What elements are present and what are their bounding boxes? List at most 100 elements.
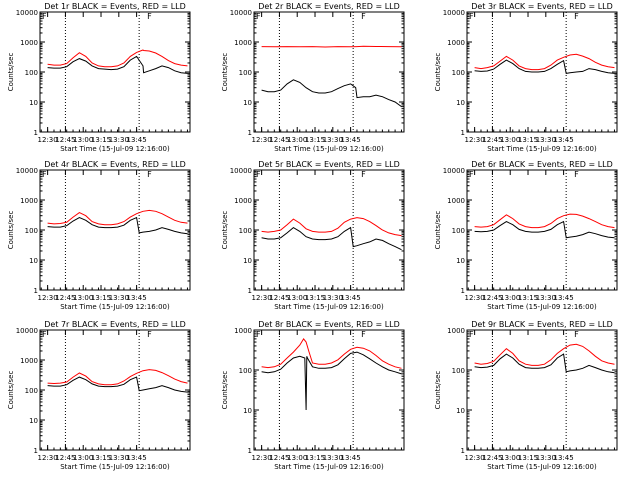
x-axis-label: Start Time (15-Jul-09 12:16:00) bbox=[60, 145, 170, 153]
y-tick-label: 10 bbox=[243, 257, 252, 265]
x-tick-label: 12:45 bbox=[55, 294, 75, 302]
y-tick-label: 10 bbox=[456, 257, 465, 265]
y-axis-label: Counts/sec bbox=[434, 53, 442, 92]
x-tick-label: 12:30 bbox=[252, 454, 272, 462]
flare-marker-start: F bbox=[42, 170, 47, 179]
y-tick-label: 10 bbox=[29, 257, 38, 265]
flare-marker-start: F bbox=[42, 12, 47, 21]
x-tick-label: 13:15 bbox=[91, 136, 111, 144]
x-tick-label: 13:30 bbox=[323, 454, 343, 462]
chart-title: Det 3r BLACK = Events, RED = LLD bbox=[471, 2, 613, 11]
x-tick-label: 13:15 bbox=[305, 454, 325, 462]
y-axis-label: Counts/sec bbox=[221, 371, 229, 410]
y-tick-label: 1 bbox=[461, 447, 465, 455]
x-tick-label: 13:45 bbox=[554, 454, 574, 462]
chart-title: Det 6r BLACK = Events, RED = LLD bbox=[471, 160, 613, 169]
x-tick-label: 13:15 bbox=[91, 294, 111, 302]
x-tick-label: 13:30 bbox=[323, 294, 343, 302]
y-tick-label: 10000 bbox=[16, 9, 38, 17]
chart-panel-6: Det 6r BLACK = Events, RED = LLD 1 10 100 10… bbox=[434, 160, 618, 311]
chart-panel-3: Det 3r BLACK = Events, RED = LLD 1 10 100 10… bbox=[434, 2, 618, 153]
x-axis-label: Start Time (15-Jul-09 12:16:00) bbox=[60, 303, 170, 311]
x-tick-label: 13:15 bbox=[91, 454, 111, 462]
x-axis-label: Start Time (15-Jul-09 12:16:00) bbox=[487, 463, 597, 471]
chart-panel-4: Det 4r BLACK = Events, RED = LLD 1 10 100 10… bbox=[7, 160, 191, 311]
y-tick-label: 100 bbox=[25, 387, 38, 395]
chart-panel-9: Det 9r BLACK = Events, RED = LLD 1 10 100 10… bbox=[434, 320, 618, 471]
y-tick-label: 10000 bbox=[443, 167, 465, 175]
y-tick-label: 1 bbox=[34, 287, 38, 295]
series-line-events bbox=[474, 59, 615, 74]
flare-marker-start: F bbox=[42, 330, 47, 339]
y-tick-label: 100 bbox=[25, 69, 38, 77]
x-tick-label: 12:30 bbox=[38, 136, 58, 144]
flare-marker-start: F bbox=[256, 330, 261, 339]
plot-frame bbox=[466, 329, 618, 451]
series-line-lld bbox=[47, 49, 188, 68]
series-line-events bbox=[47, 216, 188, 235]
flare-marker-end: F bbox=[574, 12, 579, 21]
x-axis-label: Start Time (15-Jul-09 12:16:00) bbox=[274, 145, 384, 153]
x-tick-label: 12:45 bbox=[55, 454, 75, 462]
chart-title: Det 2r BLACK = Events, RED = LLD bbox=[258, 2, 400, 11]
x-tick-label: 12:30 bbox=[252, 294, 272, 302]
y-tick-label: 100 bbox=[452, 69, 465, 77]
x-tick-label: 13:45 bbox=[341, 454, 361, 462]
x-tick-label: 12:45 bbox=[482, 294, 502, 302]
x-tick-label: 13:45 bbox=[554, 136, 574, 144]
x-tick-label: 13:00 bbox=[287, 454, 307, 462]
series-line-lld bbox=[474, 343, 615, 366]
y-axis-label: Counts/sec bbox=[221, 53, 229, 92]
x-tick-label: 13:30 bbox=[536, 294, 556, 302]
flare-marker-start: F bbox=[256, 12, 261, 21]
x-axis-label: Start Time (15-Jul-09 12:16:00) bbox=[60, 463, 170, 471]
plot-frame bbox=[253, 169, 405, 291]
x-tick-label: 12:45 bbox=[482, 454, 502, 462]
y-tick-label: 1 bbox=[248, 287, 252, 295]
y-tick-label: 1000 bbox=[447, 327, 465, 335]
y-tick-label: 100 bbox=[239, 69, 252, 77]
y-tick-label: 1000 bbox=[20, 39, 38, 47]
y-tick-label: 1000 bbox=[447, 39, 465, 47]
y-tick-label: 10 bbox=[29, 417, 38, 425]
y-axis-label: Counts/sec bbox=[7, 53, 15, 92]
series-line-lld bbox=[261, 45, 402, 48]
y-tick-label: 1 bbox=[461, 287, 465, 295]
x-tick-label: 13:00 bbox=[500, 454, 520, 462]
chart-panel-2: Det 2r BLACK = Events, RED = LLD 1 10 100 10… bbox=[221, 2, 405, 153]
x-tick-label: 13:00 bbox=[500, 136, 520, 144]
x-tick-label: 13:30 bbox=[109, 454, 129, 462]
x-tick-label: 12:30 bbox=[38, 454, 58, 462]
series-line-lld bbox=[47, 369, 188, 386]
y-tick-label: 1000 bbox=[20, 357, 38, 365]
series-line-events bbox=[47, 55, 188, 74]
y-tick-label: 10000 bbox=[230, 9, 252, 17]
plot-frame bbox=[39, 11, 191, 133]
plot-frame bbox=[253, 329, 405, 451]
x-tick-label: 13:45 bbox=[127, 136, 147, 144]
x-tick-label: 12:30 bbox=[465, 136, 485, 144]
flare-marker-start: F bbox=[469, 12, 474, 21]
x-tick-label: 13:30 bbox=[536, 454, 556, 462]
y-tick-label: 1000 bbox=[234, 39, 252, 47]
x-tick-label: 12:30 bbox=[465, 454, 485, 462]
chart-title: Det 4r BLACK = Events, RED = LLD bbox=[44, 160, 186, 169]
x-tick-label: 13:00 bbox=[287, 136, 307, 144]
x-tick-label: 13:30 bbox=[323, 136, 343, 144]
flare-marker-end: F bbox=[147, 12, 152, 21]
series-line-lld bbox=[474, 213, 615, 229]
y-axis-label: Counts/sec bbox=[434, 211, 442, 250]
x-tick-label: 13:30 bbox=[109, 294, 129, 302]
series-line-lld bbox=[474, 53, 615, 71]
plot-frame bbox=[39, 169, 191, 291]
series-line-events bbox=[261, 226, 402, 251]
chart-title: Det 9r BLACK = Events, RED = LLD bbox=[471, 320, 613, 329]
y-tick-label: 100 bbox=[452, 227, 465, 235]
y-axis-label: Counts/sec bbox=[7, 211, 15, 250]
x-tick-label: 13:00 bbox=[73, 454, 93, 462]
flare-marker-start: F bbox=[469, 330, 474, 339]
y-tick-label: 10000 bbox=[16, 167, 38, 175]
plot-frame bbox=[466, 169, 618, 291]
y-tick-label: 1 bbox=[34, 447, 38, 455]
